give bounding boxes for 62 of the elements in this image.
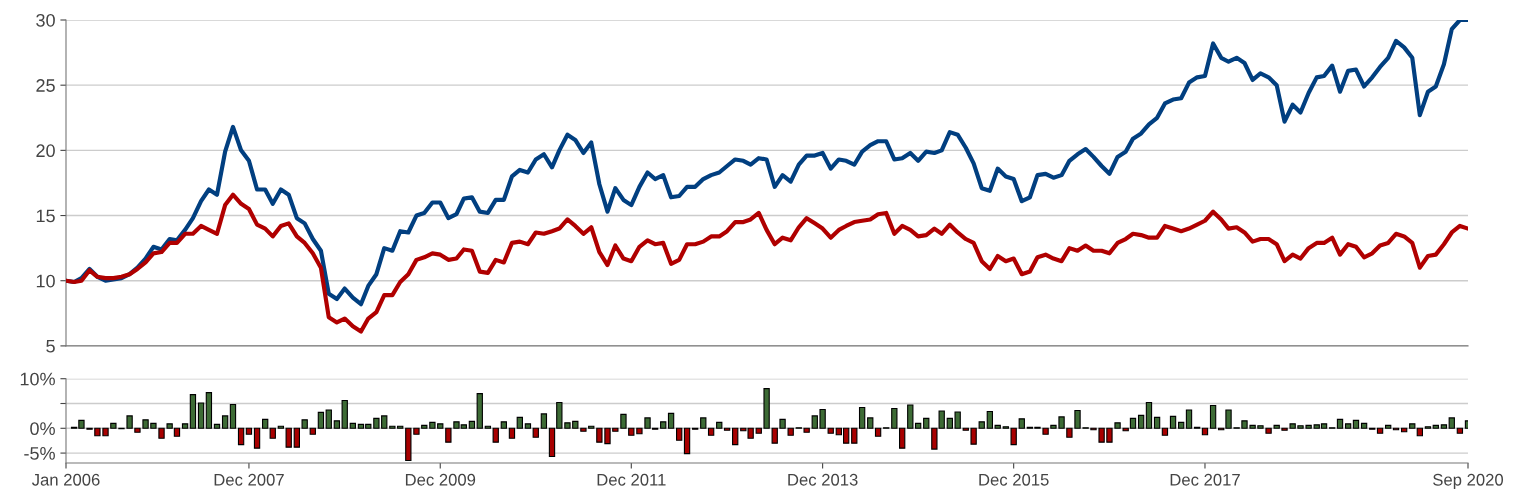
- bar: [1432, 424, 1439, 429]
- x-tick-label: Dec 2009: [405, 473, 476, 486]
- bar: [476, 393, 483, 429]
- bar: [309, 427, 316, 435]
- bar: [221, 415, 229, 429]
- bar: [1360, 422, 1368, 429]
- bar: [181, 423, 189, 429]
- x-tick-label: Dec 2017: [1170, 473, 1240, 486]
- bar: [1137, 414, 1145, 429]
- x-tick-label: Dec 2007: [214, 473, 284, 486]
- line-series: [66, 192, 1468, 334]
- bar: [1376, 427, 1384, 434]
- bar: [1209, 404, 1217, 429]
- x-tick-label: Sep 2020: [1433, 473, 1504, 489]
- x-tick-label: Dec 2011: [597, 473, 666, 486]
- bar: [1456, 427, 1464, 434]
- bar: [732, 427, 739, 446]
- bar: [1448, 417, 1455, 429]
- bar: [1336, 418, 1344, 429]
- bar: [237, 427, 245, 446]
- bar: [524, 423, 532, 429]
- x-tick-label: Dec 2015: [979, 473, 1049, 486]
- bar: [660, 421, 667, 429]
- y-tick-label: 30: [36, 13, 55, 27]
- bar: [1385, 424, 1392, 429]
- y-tick-label: 25: [36, 79, 55, 92]
- bar: [213, 423, 221, 429]
- bar: [532, 427, 539, 438]
- y-tick-label: 10%: [20, 372, 55, 386]
- bar: [1161, 427, 1169, 436]
- bar: [1344, 423, 1352, 429]
- y-tick-label: 20: [36, 144, 55, 158]
- bar: [540, 413, 548, 429]
- bar: [508, 427, 516, 439]
- x-tick-label: Jan 2006: [31, 473, 100, 486]
- bar: [676, 427, 683, 441]
- bar: [1145, 401, 1153, 429]
- bar: [205, 392, 213, 429]
- bar: [229, 403, 237, 429]
- bar: [253, 427, 261, 449]
- bar: [667, 412, 675, 429]
- bar: [189, 394, 197, 429]
- bar: [197, 402, 205, 429]
- bar: [1169, 415, 1177, 429]
- bar: [1153, 416, 1161, 429]
- bar: [1440, 424, 1448, 429]
- x-tick-label: Dec 2013: [788, 473, 858, 486]
- y-tick-label: 0%: [30, 422, 55, 436]
- bar: [349, 422, 357, 429]
- bar: [500, 421, 508, 429]
- bar: [1177, 421, 1185, 429]
- bar: [683, 427, 691, 455]
- bar: [516, 416, 523, 429]
- bar: [245, 427, 253, 435]
- bar: [1018, 418, 1025, 429]
- y-tick-label: -5%: [24, 447, 55, 460]
- bar: [468, 420, 476, 429]
- bar: [1352, 419, 1360, 429]
- y-tick-label: 10: [36, 274, 55, 288]
- y-tick-label: 5: [46, 340, 55, 353]
- bar: [1185, 409, 1193, 429]
- y-tick-label: 15: [36, 209, 55, 223]
